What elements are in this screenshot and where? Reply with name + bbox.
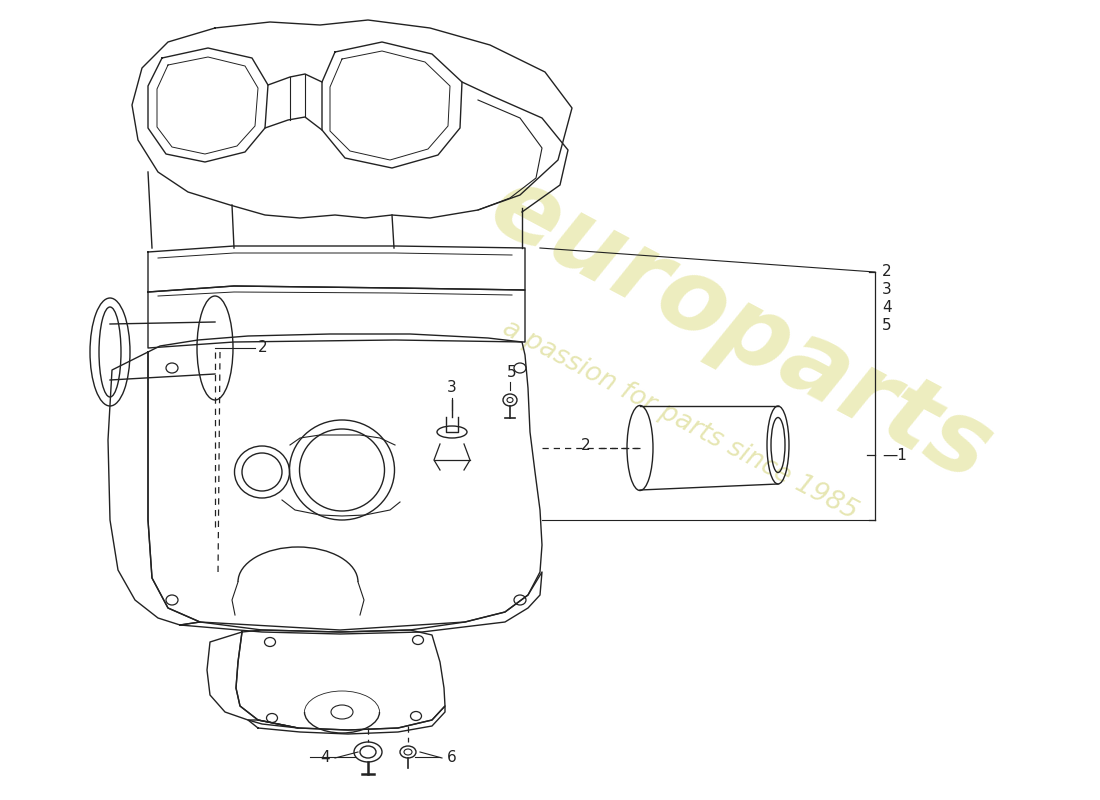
Text: 5: 5: [882, 318, 892, 334]
Text: 3: 3: [882, 282, 892, 298]
Text: 2: 2: [581, 438, 590, 453]
Text: 3: 3: [447, 380, 456, 395]
Text: a passion for parts since 1985: a passion for parts since 1985: [498, 315, 862, 525]
Text: europarts: europarts: [473, 158, 1006, 502]
Text: —1: —1: [882, 447, 906, 462]
Text: 2: 2: [882, 265, 892, 279]
Text: 2: 2: [258, 341, 267, 355]
Text: 5: 5: [507, 365, 517, 380]
Text: 6: 6: [447, 750, 456, 766]
Text: 4: 4: [882, 301, 892, 315]
Text: 4: 4: [320, 750, 330, 766]
